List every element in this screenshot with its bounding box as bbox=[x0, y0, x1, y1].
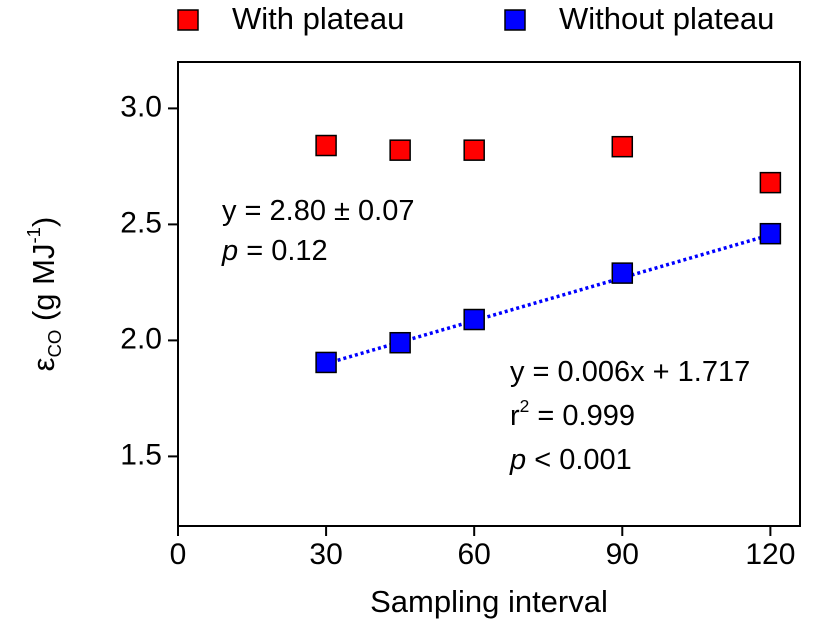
y-axis-title-part: (g MJ bbox=[26, 244, 61, 330]
legend-swatch bbox=[504, 9, 526, 31]
y-axis-title-part: ) bbox=[26, 217, 61, 227]
y-tick-label: 1.5 bbox=[120, 438, 162, 471]
annotation: p = 0.12 bbox=[221, 235, 328, 267]
x-tick-label: 0 bbox=[170, 538, 187, 571]
annotation: r2 = 0.999 bbox=[510, 396, 635, 432]
x-axis-title: Sampling interval bbox=[370, 584, 608, 619]
annotation-part: p bbox=[509, 444, 526, 476]
y-axis-title: εCO (g MJ-1) bbox=[23, 217, 65, 372]
annotation-part: y = 2.80 ± 0.07 bbox=[222, 195, 414, 227]
annotation-part: = 0.999 bbox=[529, 400, 635, 432]
legend-label: With plateau bbox=[232, 1, 404, 36]
y-axis-title-part: -1 bbox=[23, 227, 44, 244]
annotation: p < 0.001 bbox=[509, 444, 632, 476]
x-tick-label: 60 bbox=[458, 538, 491, 571]
legend-label: Without plateau bbox=[559, 1, 774, 36]
marker bbox=[611, 262, 634, 284]
annotation-part: p bbox=[221, 235, 238, 267]
marker bbox=[389, 331, 411, 354]
marker bbox=[315, 351, 337, 374]
plot-frame bbox=[177, 61, 801, 527]
annotation-part: y = 0.006x + 1.717 bbox=[510, 356, 750, 388]
y-axis-title-part: CO bbox=[44, 330, 65, 358]
annotation-part: < 0.001 bbox=[526, 444, 632, 476]
annotation: y = 2.80 ± 0.07 bbox=[222, 195, 414, 227]
annotation-part: 2 bbox=[520, 396, 530, 416]
y-axis-title-part: ε bbox=[26, 357, 61, 371]
marker bbox=[315, 134, 337, 157]
marker bbox=[759, 222, 782, 245]
marker bbox=[759, 171, 782, 194]
x-tick-label: 120 bbox=[745, 538, 795, 571]
y-tick-label: 2.5 bbox=[120, 206, 162, 239]
annotation-part: r bbox=[510, 400, 520, 432]
y-tick-label: 2.0 bbox=[120, 322, 162, 355]
legend-swatch bbox=[177, 9, 199, 31]
x-tick-label: 30 bbox=[309, 538, 342, 571]
x-tick-label: 90 bbox=[606, 538, 639, 571]
fit-line bbox=[325, 233, 771, 366]
marker bbox=[611, 135, 634, 158]
marker bbox=[463, 139, 485, 161]
marker bbox=[389, 139, 411, 161]
y-tick-label: 3.0 bbox=[120, 90, 162, 123]
annotation-part: = 0.12 bbox=[238, 235, 328, 267]
marker bbox=[463, 308, 485, 331]
annotation: y = 0.006x + 1.717 bbox=[510, 356, 750, 388]
